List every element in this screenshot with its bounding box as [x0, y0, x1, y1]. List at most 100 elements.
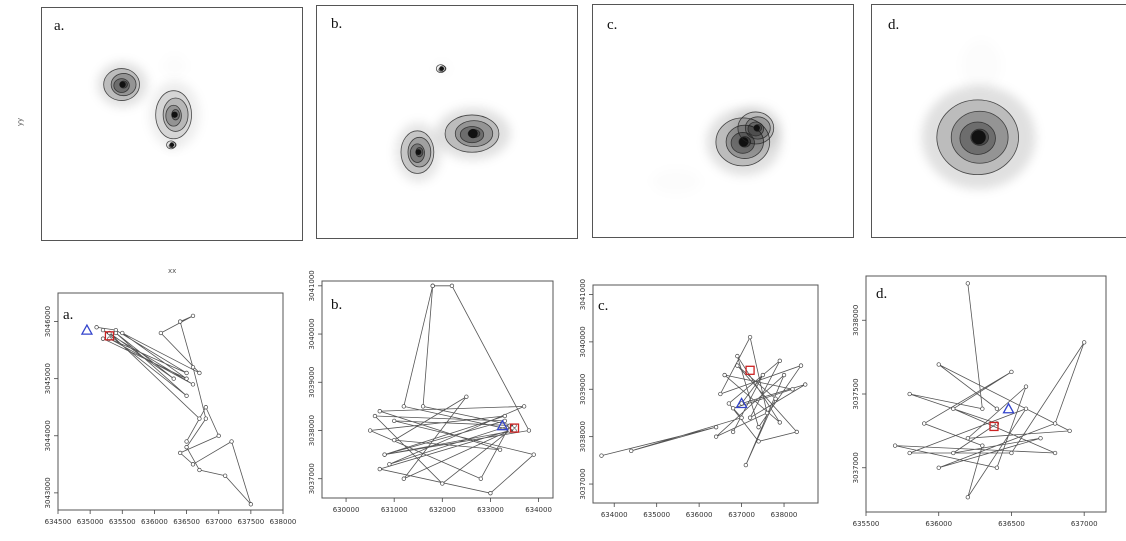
y-tick-label: 3041000: [308, 270, 316, 301]
location-point: [1023, 384, 1029, 389]
location-point: [1052, 421, 1058, 426]
end-marker-square: [745, 365, 755, 375]
location-point: [526, 428, 532, 433]
x-tick-label: 638000: [771, 511, 798, 519]
plot-frame: [321, 280, 554, 499]
location-point: [190, 462, 196, 467]
x-tick-label: 636000: [925, 520, 952, 528]
location-point: [420, 404, 426, 409]
density-peak: [753, 124, 760, 132]
x-tick-label: 635500: [109, 518, 136, 526]
location-point: [203, 405, 209, 410]
plot-frame: [57, 292, 284, 511]
location-point: [718, 391, 723, 397]
start-marker-triangle: [1002, 402, 1015, 414]
y-tick-label: 3037000: [579, 468, 587, 499]
location-point: [531, 452, 536, 457]
location-point: [739, 401, 744, 406]
location-point: [488, 491, 493, 496]
y-tick-label: 3038000: [308, 415, 316, 446]
location-point: [203, 416, 209, 421]
panel-label: a.: [63, 307, 74, 323]
density-peak: [971, 130, 986, 145]
location-point: [392, 418, 397, 423]
location-point: [521, 404, 527, 409]
x-tick-label: 635000: [643, 511, 670, 519]
location-point: [401, 404, 406, 409]
end-marker-square: [989, 421, 999, 432]
panel-label: c.: [598, 298, 609, 314]
x-tick-label: 636000: [686, 511, 713, 519]
y-tick-label: 3037500: [852, 378, 860, 409]
trajectory-path: [601, 335, 806, 466]
x-tick-label: 637000: [1071, 520, 1098, 528]
heatmap-x-axis-label: xx: [168, 267, 177, 275]
panel-label: a.: [54, 18, 65, 34]
location-point: [184, 376, 189, 381]
location-point: [440, 481, 445, 486]
location-point: [907, 391, 912, 397]
y-tick-label: 3044000: [44, 420, 52, 451]
location-point: [430, 283, 435, 288]
location-point: [1009, 369, 1014, 375]
location-point: [1067, 428, 1072, 434]
y-tick-label: 3037000: [308, 463, 316, 494]
location-point: [994, 406, 1000, 411]
location-point: [951, 406, 956, 411]
y-tick-label: 3040000: [579, 326, 587, 357]
location-point: [1023, 406, 1029, 411]
location-point: [478, 476, 483, 481]
location-point: [790, 387, 795, 392]
location-point: [735, 363, 740, 368]
y-tick-label: 3045000: [44, 363, 52, 394]
location-point: [965, 281, 970, 286]
location-point: [756, 425, 761, 430]
location-point: [184, 393, 189, 398]
location-point: [951, 450, 956, 456]
location-point: [377, 466, 382, 472]
density-peak: [119, 81, 126, 88]
x-tick-label: 634000: [601, 511, 628, 519]
panel-label: d.: [876, 286, 888, 302]
trajectory-path: [96, 315, 252, 505]
x-tick-label: 638000: [270, 518, 297, 526]
location-point: [922, 421, 927, 426]
location-point: [1052, 450, 1058, 456]
location-point: [892, 443, 898, 448]
location-point: [726, 401, 731, 406]
location-point: [100, 327, 106, 333]
x-tick-label: 635500: [853, 520, 880, 528]
start-marker-triangle: [735, 397, 748, 409]
plot-frame: [865, 275, 1107, 513]
location-point: [798, 363, 804, 368]
location-point: [980, 443, 985, 448]
y-tick-label: 3039000: [308, 367, 316, 398]
heatmap-svg-d: [921, 85, 1036, 190]
location-point: [497, 447, 503, 452]
location-point: [1038, 436, 1043, 441]
y-tick-label: 3038000: [852, 305, 860, 336]
end-marker-square: [104, 331, 115, 341]
panel-label: b.: [331, 16, 343, 32]
heatmap-svg-c: [706, 105, 782, 176]
location-point: [1082, 340, 1087, 345]
location-point: [229, 439, 234, 444]
location-point: [735, 353, 740, 359]
location-point: [965, 495, 970, 500]
location-point: [184, 370, 189, 376]
x-tick-label: 637000: [728, 511, 755, 519]
density-peak: [468, 128, 478, 139]
location-point: [184, 445, 189, 450]
location-point: [764, 410, 770, 416]
x-tick-label: 630000: [333, 506, 360, 514]
location-point: [197, 467, 202, 473]
location-point: [216, 433, 221, 438]
density-peak: [415, 149, 422, 156]
start-marker-triangle: [80, 323, 94, 335]
x-tick-label: 633000: [477, 506, 504, 514]
location-point: [184, 439, 189, 444]
location-point: [907, 450, 912, 456]
location-point: [190, 313, 196, 318]
